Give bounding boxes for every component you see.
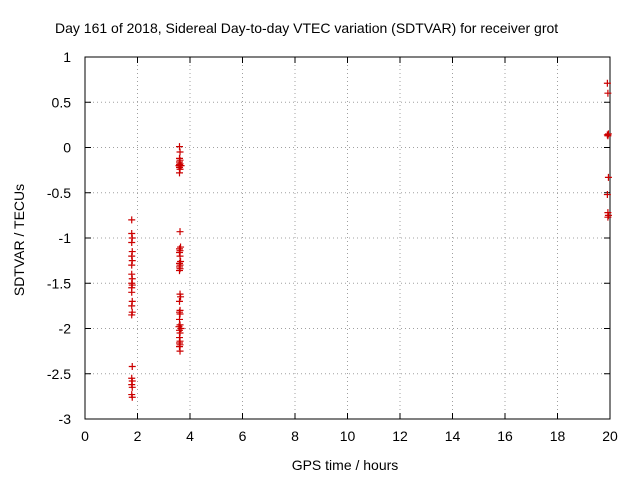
axis-ticks bbox=[84, 56, 611, 420]
data-point bbox=[128, 302, 136, 310]
data-point bbox=[176, 169, 183, 177]
y-tick-label: -2 bbox=[59, 321, 72, 337]
data-point bbox=[176, 297, 183, 305]
chart-title: Day 161 of 2018, Sidereal Day-to-day VTE… bbox=[55, 20, 559, 36]
data-point bbox=[128, 311, 136, 319]
y-tick-label: 0 bbox=[63, 140, 71, 156]
y-tick-label: 1 bbox=[63, 49, 71, 65]
grid-lines bbox=[85, 57, 610, 419]
x-tick-label: 4 bbox=[186, 428, 194, 444]
data-point bbox=[603, 79, 611, 87]
x-axis-label: GPS time / hours bbox=[291, 457, 399, 473]
x-tick-labels: 0 2 4 6 8 10 12 14 16 18 20 bbox=[81, 428, 618, 444]
data-point bbox=[176, 267, 183, 275]
data-point bbox=[176, 228, 184, 236]
data-point bbox=[604, 132, 612, 140]
data-point bbox=[177, 293, 185, 301]
x-tick-label: 2 bbox=[134, 428, 142, 444]
data-point bbox=[128, 216, 136, 224]
y-tick-label: -1.5 bbox=[47, 275, 71, 291]
y-tick-label: -0.5 bbox=[47, 185, 71, 201]
data-point bbox=[128, 393, 136, 401]
y-tick-labels: 1 0.5 0 -0.5 -1 -1.5 -2 -2.5 -3 bbox=[47, 49, 71, 427]
data-point bbox=[176, 347, 184, 355]
x-tick-label: 20 bbox=[602, 428, 618, 444]
data-point bbox=[128, 383, 136, 391]
data-point bbox=[128, 261, 136, 269]
x-tick-label: 12 bbox=[392, 428, 408, 444]
y-tick-label: -1 bbox=[59, 230, 72, 246]
y-axis-label: SDTVAR / TECUs bbox=[11, 183, 27, 297]
x-tick-label: 14 bbox=[445, 428, 461, 444]
x-tick-label: 8 bbox=[291, 428, 299, 444]
y-tick-label: 0.5 bbox=[52, 94, 72, 110]
x-tick-label: 0 bbox=[81, 428, 89, 444]
x-tick-label: 6 bbox=[239, 428, 247, 444]
y-tick-label: -2.5 bbox=[47, 366, 71, 382]
data-point bbox=[604, 89, 612, 97]
y-tick-label: -3 bbox=[59, 411, 72, 427]
data-points bbox=[128, 79, 612, 401]
data-point bbox=[604, 173, 612, 181]
data-point bbox=[604, 213, 612, 221]
x-tick-label: 18 bbox=[550, 428, 566, 444]
x-tick-label: 10 bbox=[340, 428, 356, 444]
data-point bbox=[128, 239, 136, 247]
data-point bbox=[128, 288, 136, 296]
data-point bbox=[128, 363, 136, 371]
data-point bbox=[603, 191, 611, 199]
data-point bbox=[176, 148, 184, 156]
x-tick-label: 16 bbox=[497, 428, 513, 444]
